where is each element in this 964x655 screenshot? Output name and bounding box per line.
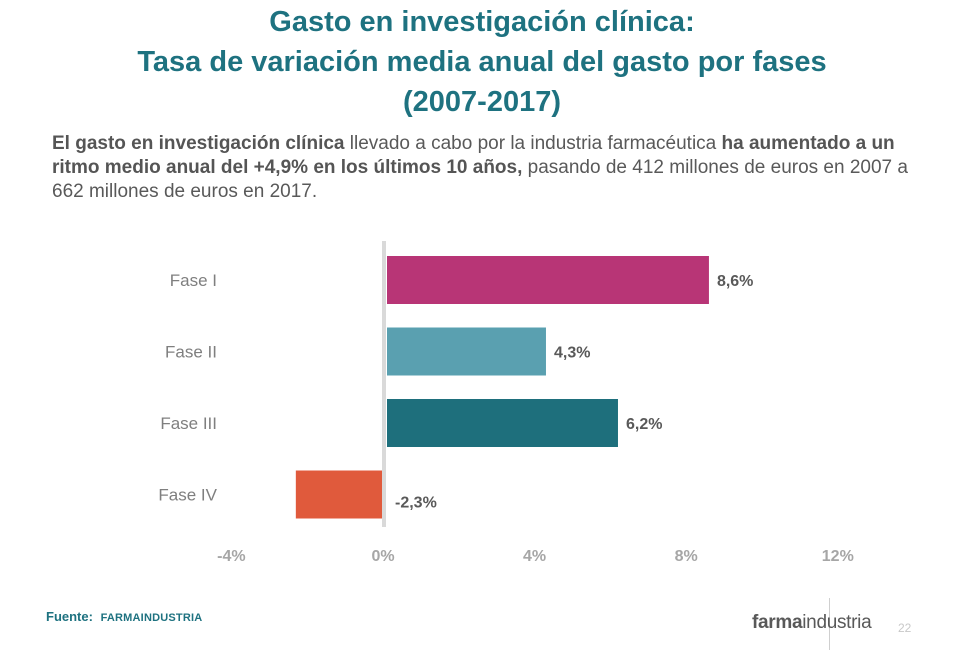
title-line-3: (2007-2017) [403, 86, 561, 118]
bar-1 [387, 256, 709, 304]
intro-text-2: pasando de 412 millones de euros en 2007… [52, 157, 908, 202]
category-label: Fase III [160, 414, 217, 433]
value-label: -2,3% [395, 495, 437, 512]
bar-2 [387, 327, 546, 376]
farmaindustria-logo: farmaindustria [752, 612, 872, 634]
x-tick-label: 12% [822, 548, 854, 565]
intro-bold-1: El gasto en investigación clínica [52, 133, 345, 154]
source-org: FARMAINDUSTRIA [100, 612, 203, 624]
bar-4 [295, 470, 383, 519]
logo-bold-part: farma [752, 612, 803, 633]
intro-bold-2: ha aumentado a un ritmo medio anual del … [52, 133, 895, 178]
x-tick-label: -4% [217, 548, 245, 565]
value-label: 6,2% [626, 416, 662, 433]
logo-divider [829, 598, 830, 650]
title-line-1: Gasto en investigación clínica: [269, 6, 695, 38]
logo-regular-part: industria [802, 612, 872, 633]
source-note: Fuente: FARMAINDUSTRIA [46, 609, 202, 624]
intro-paragraph: El gasto en investigación clínica llevad… [52, 132, 912, 204]
category-label: Fase IV [158, 486, 217, 505]
x-tick-label: 4% [523, 548, 546, 565]
value-label: 8,6% [717, 273, 753, 290]
category-label: Fase I [170, 271, 217, 290]
x-tick-label: 8% [675, 548, 698, 565]
title-line-2: Tasa de variación media anual del gasto … [137, 46, 827, 78]
bar-3 [387, 399, 618, 447]
page-title: Gasto en investigación clínica: Tasa de … [0, 2, 964, 122]
category-label: Fase II [165, 343, 217, 362]
page-number: 22 [898, 621, 912, 635]
intro-text-1: llevado a cabo por la industria farmacéu… [344, 133, 722, 154]
value-label: 4,3% [554, 345, 590, 362]
source-label: Fuente: [46, 609, 93, 624]
x-tick-label: 0% [371, 548, 394, 565]
